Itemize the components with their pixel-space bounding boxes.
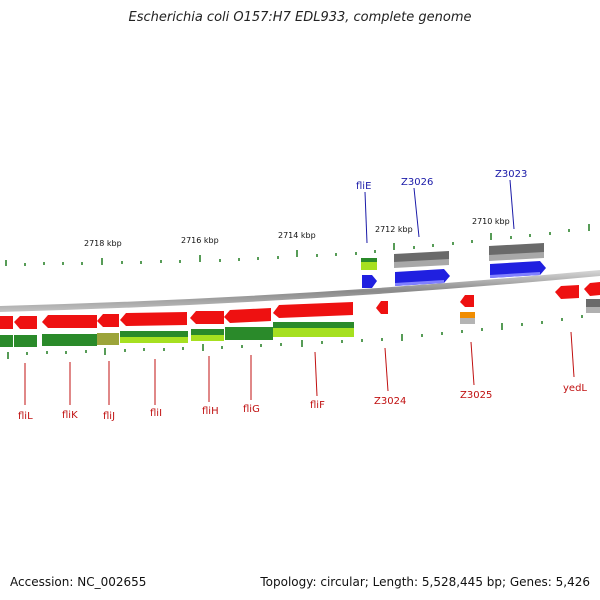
fliH-bar-lime [191,335,224,341]
reverse-labels: fliL fliK fliJ fliI fliH fliG fliF Z3024… [18,331,587,422]
fliG-arrow[interactable] [190,311,224,324]
fliG-bar [225,327,273,340]
Z3025-bar-orange [460,312,475,318]
label-Z3026[interactable]: Z3026 [401,177,433,188]
fliF-bar-lime [273,328,354,337]
fliI-bar [120,331,188,338]
forward-labels: fliE Z3026 Z3023 [356,169,527,244]
yedL-arrow[interactable] [555,285,579,299]
fliK-bar [14,335,37,347]
accession-text: Accession: NC_002655 [10,575,147,589]
genome-stats-text: Topology: circular; Length: 5,528,445 bp… [260,575,590,589]
forward-strand-features [361,243,546,288]
fliF-arrow-2[interactable] [273,302,353,318]
genome-backbone [0,270,600,312]
fliJ-bar [42,334,97,346]
label-fliF[interactable]: fliF [310,400,325,411]
label-fliL[interactable]: fliL [18,411,33,422]
fliK-arrow[interactable] [14,316,37,329]
Z3025-bar-grey [460,318,475,324]
scale-label-2712: 2712 kbp [375,225,413,234]
Z3024-arrow[interactable] [376,301,388,314]
fliJ-arrow[interactable] [42,315,97,328]
fliL-bar [0,335,13,347]
fliI-bar-lime [120,337,188,343]
fliF-bar [273,322,354,329]
scale-label-2716: 2716 kbp [181,236,219,245]
fliE-feature[interactable] [361,258,377,288]
fliH-bar [191,329,224,336]
fliJ-bar-tan [97,333,119,345]
Z3026-feature[interactable] [394,251,450,286]
label-fliK[interactable]: fliK [62,410,78,421]
outer-tick-row [5,224,590,266]
fliH-arrow[interactable] [120,312,187,326]
scale-label-2714: 2714 kbp [278,231,316,240]
label-Z3023[interactable]: Z3023 [495,169,527,180]
label-fliE[interactable]: fliE [356,181,371,192]
scale-label-2718: 2718 kbp [84,239,122,248]
edge-bar-light [586,307,600,313]
fliF-arrow[interactable] [224,308,271,323]
map-title: Escherichia coli O157:H7 EDL933, complet… [128,10,472,25]
inner-tick-row [7,315,583,359]
fliI-arrow[interactable] [97,314,119,327]
Z3023-feature[interactable] [489,243,546,278]
label-yedL[interactable]: yedL [563,383,587,394]
scale-label-2710: 2710 kbp [472,217,510,226]
edge-bar-grey [586,299,600,307]
edge-arrow[interactable] [584,282,600,296]
label-Z3024[interactable]: Z3024 [374,396,406,407]
fliL-arrow[interactable] [0,316,13,329]
label-Z3025[interactable]: Z3025 [460,390,492,401]
label-fliJ[interactable]: fliJ [103,411,115,422]
label-fliG[interactable]: fliG [243,404,260,415]
label-fliH[interactable]: fliH [202,406,219,417]
label-fliI[interactable]: fliI [150,408,162,419]
reverse-strand-features [0,282,600,347]
Z3025-arrow[interactable] [460,295,474,307]
